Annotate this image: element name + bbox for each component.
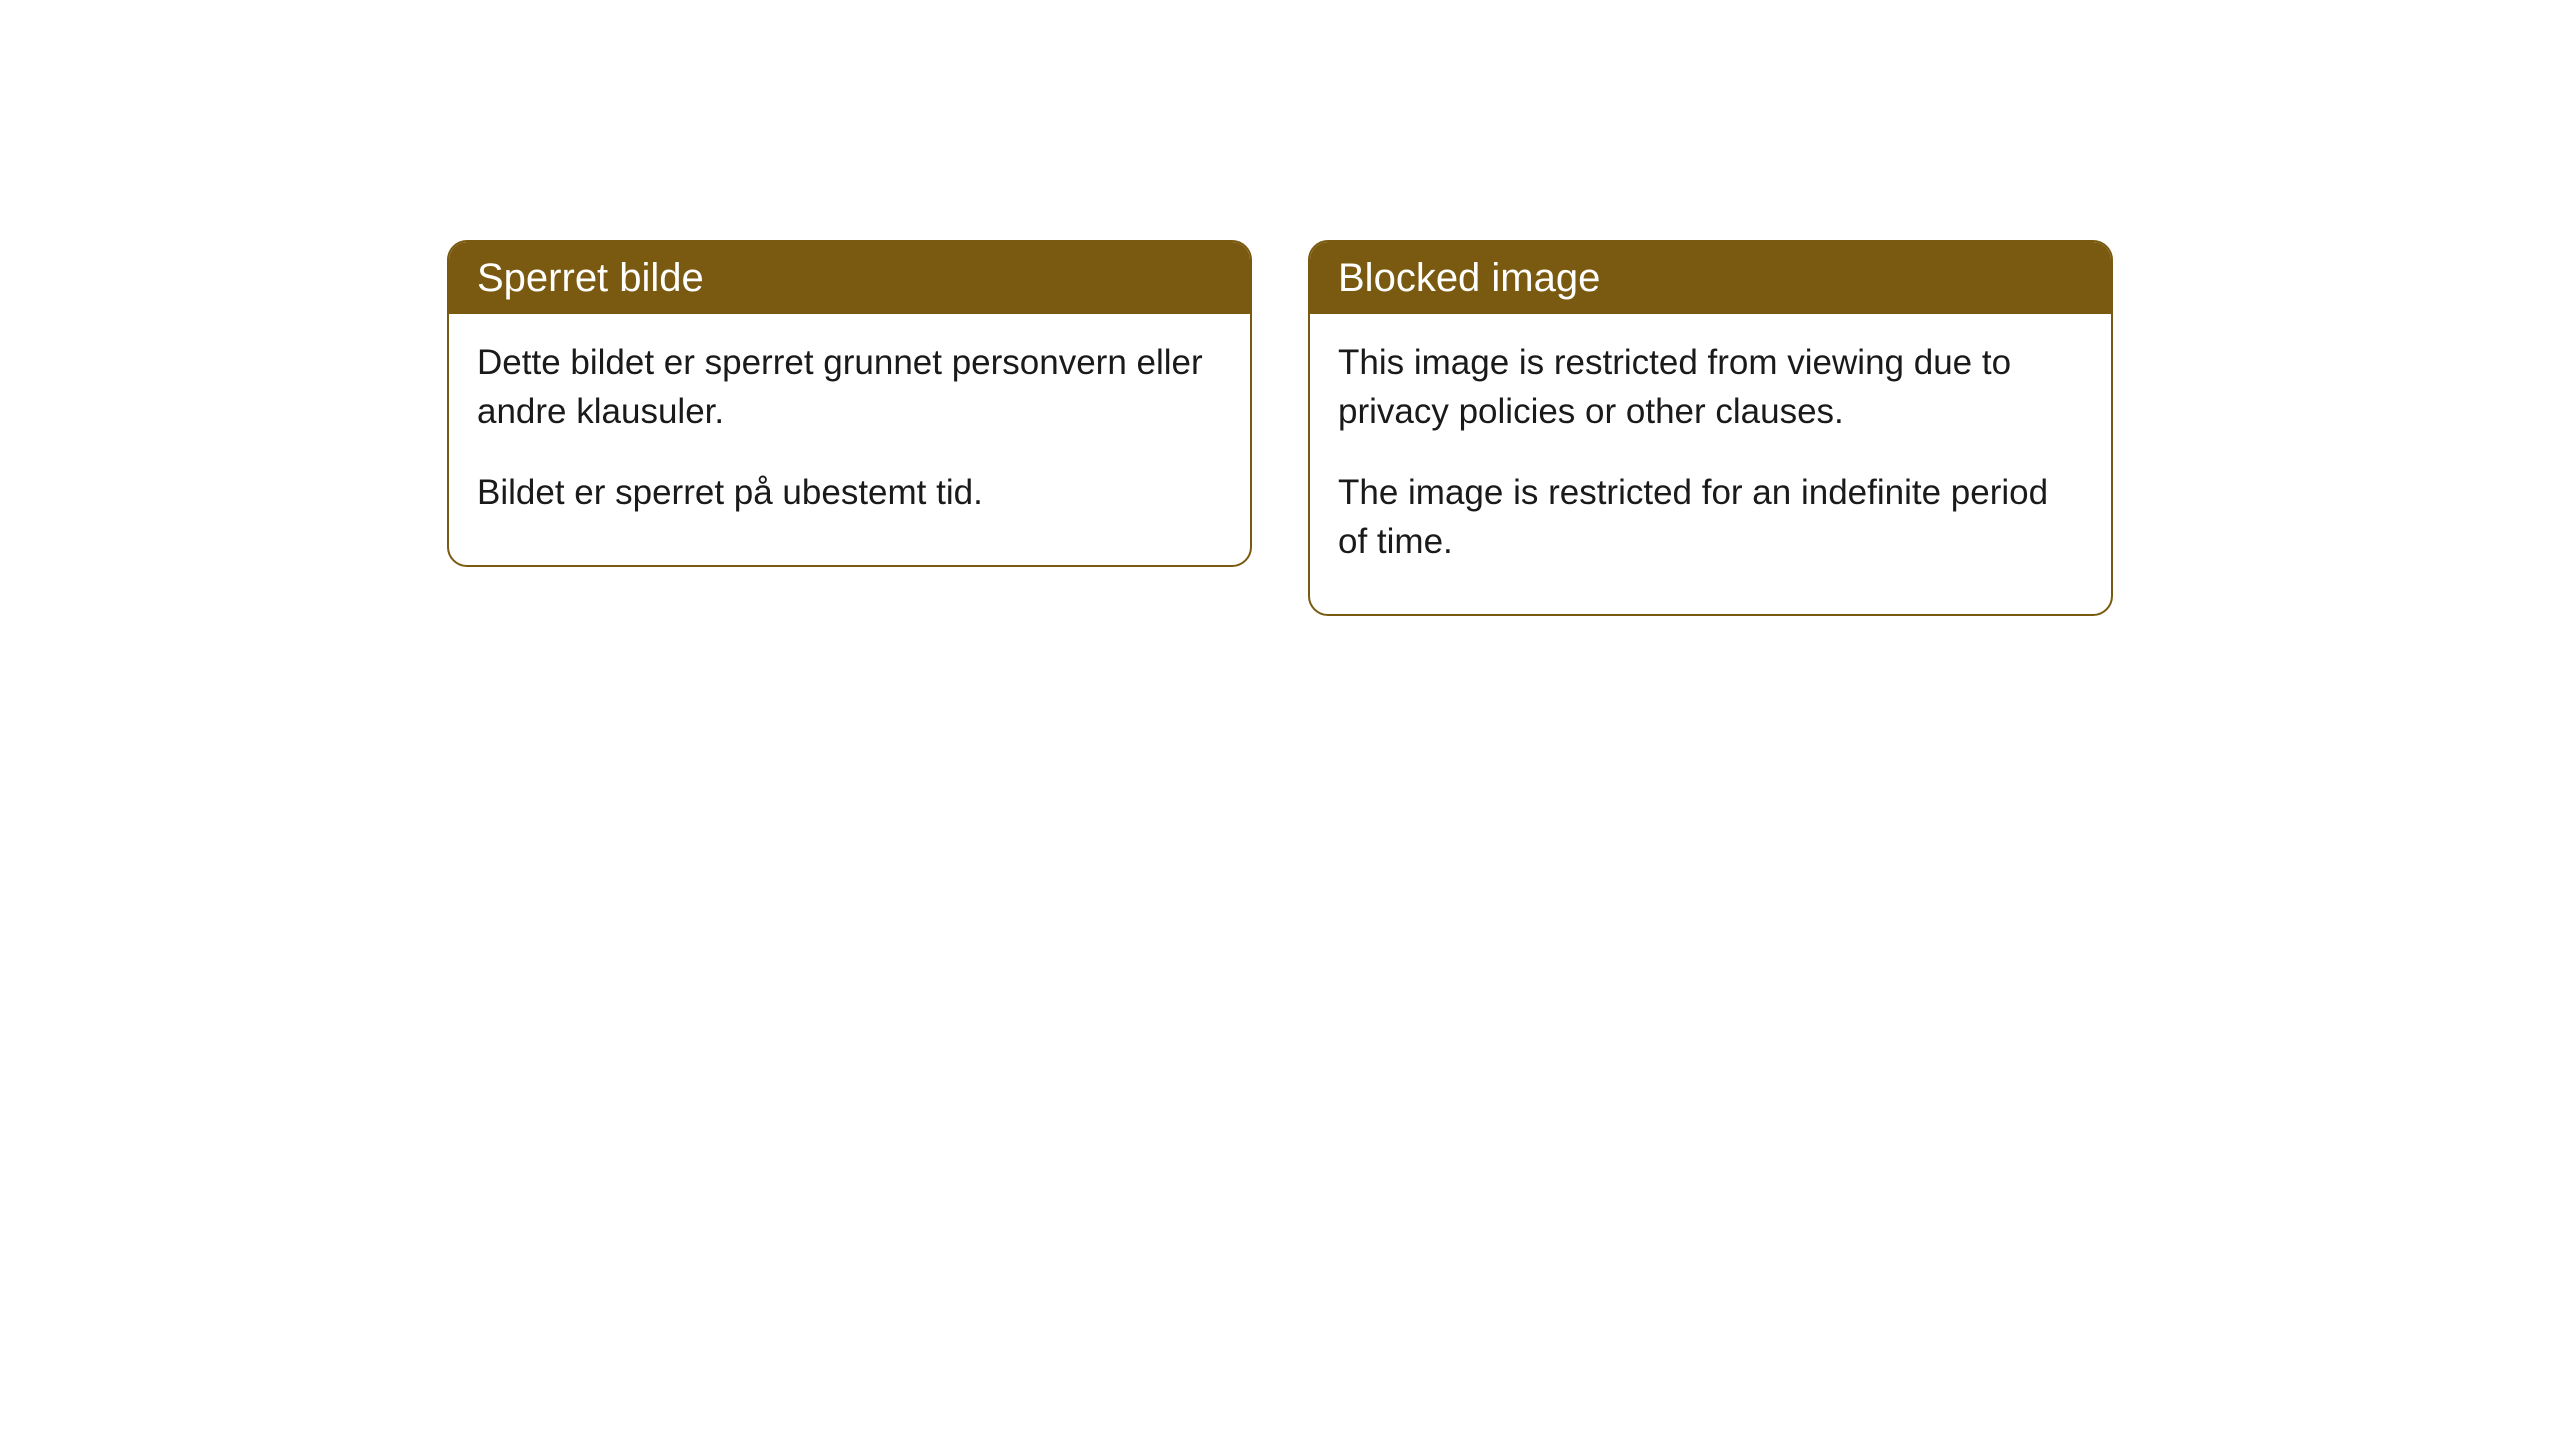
card-paragraph: Dette bildet er sperret grunnet personve…: [477, 338, 1222, 436]
card-body: Dette bildet er sperret grunnet personve…: [449, 314, 1250, 565]
card-title: Sperret bilde: [477, 256, 704, 300]
card-paragraph: The image is restricted for an indefinit…: [1338, 468, 2083, 566]
card-body: This image is restricted from viewing du…: [1310, 314, 2111, 614]
card-header: Blocked image: [1310, 242, 2111, 314]
card-header: Sperret bilde: [449, 242, 1250, 314]
card-title: Blocked image: [1338, 256, 1600, 300]
blocked-image-card-norwegian: Sperret bilde Dette bildet er sperret gr…: [447, 240, 1252, 567]
card-paragraph: This image is restricted from viewing du…: [1338, 338, 2083, 436]
card-paragraph: Bildet er sperret på ubestemt tid.: [477, 468, 1222, 517]
blocked-image-card-english: Blocked image This image is restricted f…: [1308, 240, 2113, 616]
